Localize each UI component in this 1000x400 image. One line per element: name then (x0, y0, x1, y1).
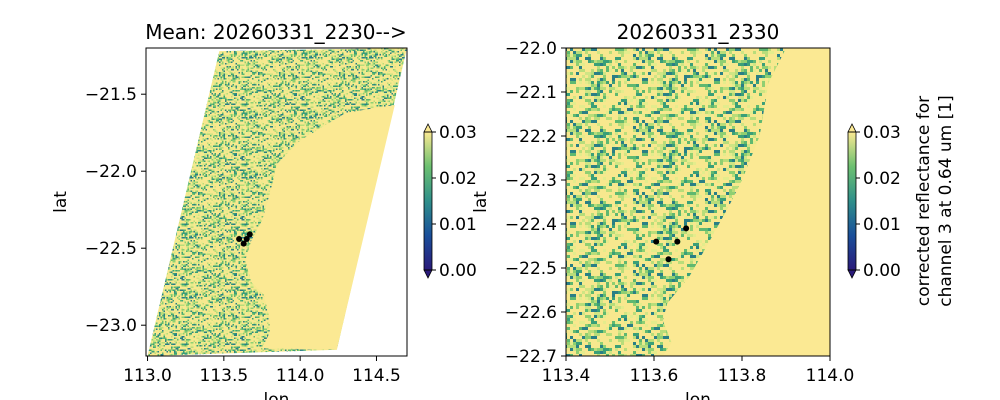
colorbar-gradient (424, 132, 432, 270)
colorbar-extend-max (847, 123, 857, 133)
colorbar-label: corrected reflectance for (914, 96, 934, 306)
x-tick-label: 114.0 (276, 366, 325, 386)
left-panel: Mean: 20260331_2230--> 113.0 113.5 114.0 114… (51, 20, 477, 400)
colorbar-tick-label: 0.02 (439, 169, 477, 189)
x-tick-label: 113.8 (718, 366, 767, 386)
chart-title: Mean: 20260331_2230--> (145, 20, 406, 44)
y-tick-label: −22.4 (505, 215, 557, 235)
colorbar-extend-min (423, 269, 433, 279)
y-tick-label: −23.0 (85, 316, 137, 336)
uniform-region (662, 48, 830, 356)
y-tick-label: −21.5 (85, 85, 137, 105)
x-tick-label: 113.0 (123, 366, 172, 386)
scatter-point (246, 231, 253, 238)
colorbar-tick-label: 0.00 (863, 261, 901, 281)
scatter-point (665, 256, 672, 263)
y-tick-label: −22.5 (85, 239, 137, 259)
colorbar-frame (847, 131, 857, 271)
colorbar-tick-label: 0.03 (863, 123, 901, 143)
x-tick-label: 113.6 (630, 366, 679, 386)
y-tick-label: −22.0 (85, 162, 137, 182)
colorbar-tick-label: 0.01 (439, 215, 477, 235)
scatter-point (243, 235, 250, 242)
colorbar-gradient (848, 132, 856, 270)
y-tick-label: −22.1 (505, 83, 557, 103)
colorbar-label: channel 3 at 0.64 um [1] (936, 95, 956, 306)
colorbar-tick-label: 0.00 (439, 261, 477, 281)
uniform-region (245, 105, 395, 350)
x-tick-label: 113.5 (200, 366, 249, 386)
axes-frame (145, 47, 408, 357)
scatter-point (674, 238, 681, 245)
right-panel: 20260331_2330 113.4 113.6 113.8 114.0 −22.0 −2… (471, 20, 956, 400)
chart-title: 20260331_2330 (617, 20, 780, 44)
colorbar-extend-max (423, 123, 433, 133)
x-tick-label: 113.4 (542, 366, 591, 386)
scatter-point (240, 240, 247, 247)
x-tick-label: 114.0 (806, 366, 855, 386)
y-tick-label: −22.7 (505, 347, 557, 367)
axes-frame (565, 47, 831, 357)
y-axis-label: lat (51, 191, 71, 213)
y-tick-label: −22.5 (505, 259, 557, 279)
colorbar-tick-label: 0.03 (439, 123, 477, 143)
plot-area (147, 48, 407, 356)
y-tick-label: −22.2 (505, 127, 557, 147)
colorbar-extend-min (847, 269, 857, 279)
colorbar-frame (423, 131, 433, 271)
scatter-point (236, 235, 243, 242)
y-tick-label: −22.6 (505, 303, 557, 323)
plot-area (566, 48, 830, 356)
x-tick-label: 114.5 (352, 366, 401, 386)
y-tick-label: −22.3 (505, 171, 557, 191)
y-tick-label: −22.0 (505, 39, 557, 59)
colorbar-tick-label: 0.02 (863, 169, 901, 189)
x-axis-label: lon (264, 390, 290, 400)
colorbar-tick-label: 0.01 (863, 215, 901, 235)
scatter-point (653, 238, 660, 245)
y-axis-label: lat (471, 191, 491, 213)
scatter-point (683, 225, 690, 232)
x-axis-label: lon (685, 390, 711, 400)
